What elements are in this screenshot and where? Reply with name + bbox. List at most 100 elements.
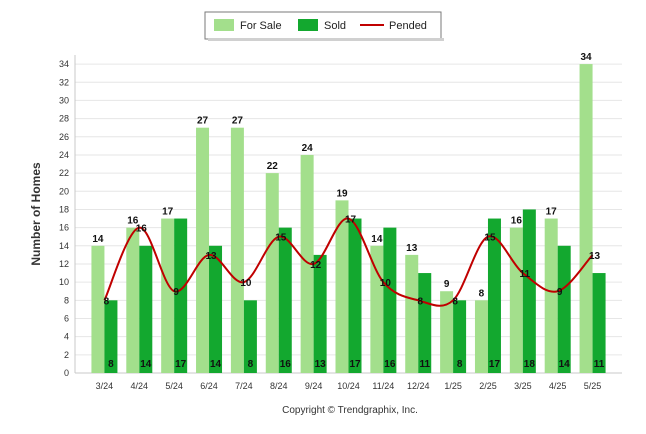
pended-data-label: 10 bbox=[380, 278, 392, 289]
legend-shadow bbox=[208, 38, 444, 41]
y-tick-label: 14 bbox=[59, 241, 69, 251]
legend-for-sale-swatch bbox=[214, 19, 234, 31]
sold-data-label: 14 bbox=[140, 359, 152, 370]
sold-data-label: 11 bbox=[419, 359, 430, 370]
copyright-footer: Copyright © Trendgraphix, Inc. bbox=[282, 405, 418, 416]
x-tick-label: 3/25 bbox=[514, 381, 532, 391]
y-tick-label: 30 bbox=[59, 95, 69, 105]
pended-data-label: 16 bbox=[136, 224, 148, 235]
sold-data-label: 11 bbox=[594, 359, 605, 370]
sold-data-label: 16 bbox=[280, 359, 292, 370]
for-sale-bar bbox=[91, 245, 105, 373]
pended-data-label: 8 bbox=[104, 296, 110, 307]
for-sale-data-label: 14 bbox=[371, 234, 383, 245]
sold-data-label: 17 bbox=[349, 359, 361, 370]
sold-bar bbox=[383, 227, 397, 373]
sold-bar bbox=[418, 273, 432, 373]
y-tick-label: 18 bbox=[59, 204, 69, 214]
y-tick-label: 34 bbox=[59, 59, 69, 69]
y-tick-label: 24 bbox=[59, 150, 69, 160]
legend-for-sale-label: For Sale bbox=[240, 20, 282, 32]
pended-data-label: 8 bbox=[417, 296, 423, 307]
pended-data-label: 15 bbox=[275, 233, 287, 244]
y-tick-label: 2 bbox=[64, 350, 69, 360]
for-sale-data-label: 24 bbox=[302, 143, 314, 154]
pended-data-label: 10 bbox=[240, 278, 252, 289]
y-tick-label: 8 bbox=[64, 295, 69, 305]
for-sale-data-label: 16 bbox=[127, 216, 139, 227]
for-sale-bar bbox=[300, 154, 314, 373]
y-tick-label: 6 bbox=[64, 313, 69, 323]
sold-bar bbox=[453, 300, 467, 373]
legend-pended-label: Pended bbox=[389, 20, 427, 32]
for-sale-data-label: 17 bbox=[546, 207, 558, 218]
pended-data-label: 15 bbox=[484, 233, 496, 244]
for-sale-data-label: 22 bbox=[267, 161, 279, 172]
for-sale-data-label: 8 bbox=[479, 288, 485, 299]
x-tick-label: 4/25 bbox=[549, 381, 567, 391]
x-tick-label: 12/24 bbox=[407, 381, 430, 391]
sold-data-label: 13 bbox=[315, 359, 327, 370]
pended-data-label: 9 bbox=[557, 287, 563, 298]
sold-bar bbox=[278, 227, 292, 373]
y-tick-label: 16 bbox=[59, 223, 69, 233]
for-sale-bar bbox=[370, 245, 384, 373]
sold-data-label: 14 bbox=[210, 359, 222, 370]
sold-bar bbox=[522, 209, 536, 373]
x-tick-label: 7/24 bbox=[235, 381, 253, 391]
sold-data-label: 18 bbox=[524, 359, 536, 370]
for-sale-data-label: 17 bbox=[162, 207, 174, 218]
for-sale-bar bbox=[196, 127, 210, 373]
for-sale-bar bbox=[509, 227, 523, 373]
for-sale-bar bbox=[405, 254, 419, 373]
sold-bar bbox=[557, 245, 571, 373]
x-tick-label: 6/24 bbox=[200, 381, 218, 391]
y-tick-label: 4 bbox=[64, 332, 69, 342]
sold-bar bbox=[348, 218, 362, 373]
y-axis-title: Number of Homes bbox=[29, 162, 43, 266]
for-sale-bar bbox=[126, 227, 140, 373]
sold-bar bbox=[487, 218, 501, 373]
sold-bar bbox=[592, 273, 606, 373]
pended-data-label: 9 bbox=[173, 287, 179, 298]
sold-data-label: 8 bbox=[248, 359, 254, 370]
y-tick-label: 22 bbox=[59, 168, 69, 178]
for-sale-data-label: 27 bbox=[232, 116, 244, 127]
for-sale-bar bbox=[265, 173, 279, 373]
sold-data-label: 14 bbox=[559, 359, 571, 370]
x-tick-label: 5/25 bbox=[584, 381, 602, 391]
x-tick-label: 5/24 bbox=[165, 381, 183, 391]
for-sale-data-label: 19 bbox=[336, 188, 348, 199]
pended-data-label: 11 bbox=[520, 269, 531, 280]
y-tick-label: 20 bbox=[59, 186, 69, 196]
for-sale-bar bbox=[335, 200, 349, 373]
for-sale-data-label: 27 bbox=[197, 116, 209, 127]
sold-bar bbox=[104, 300, 118, 373]
pended-data-label: 8 bbox=[452, 296, 458, 307]
for-sale-bar bbox=[161, 218, 175, 373]
y-tick-label: 0 bbox=[64, 368, 69, 378]
sold-data-label: 8 bbox=[108, 359, 114, 370]
x-tick-label: 8/24 bbox=[270, 381, 288, 391]
legend-box bbox=[204, 11, 442, 40]
pended-data-label: 13 bbox=[205, 251, 217, 262]
pended-line bbox=[103, 217, 594, 307]
sold-bar bbox=[243, 300, 257, 373]
y-tick-label: 12 bbox=[59, 259, 69, 269]
for-sale-data-label: 34 bbox=[581, 52, 593, 63]
x-tick-label: 11/24 bbox=[372, 381, 394, 391]
legend-sold-label: Sold bbox=[324, 20, 346, 32]
legend-sold-swatch bbox=[298, 19, 318, 31]
pended-data-label: 13 bbox=[589, 251, 601, 262]
x-tick-label: 2/25 bbox=[479, 381, 497, 391]
y-tick-label: 32 bbox=[59, 77, 69, 87]
sold-bar bbox=[139, 245, 153, 373]
pended-data-label: 17 bbox=[345, 215, 357, 226]
legend: For Sale Sold Pended bbox=[204, 11, 444, 41]
for-sale-bar bbox=[474, 300, 488, 373]
for-sale-data-label: 13 bbox=[406, 243, 418, 254]
for-sale-bar bbox=[579, 64, 593, 373]
x-tick-label: 1/25 bbox=[444, 381, 462, 391]
